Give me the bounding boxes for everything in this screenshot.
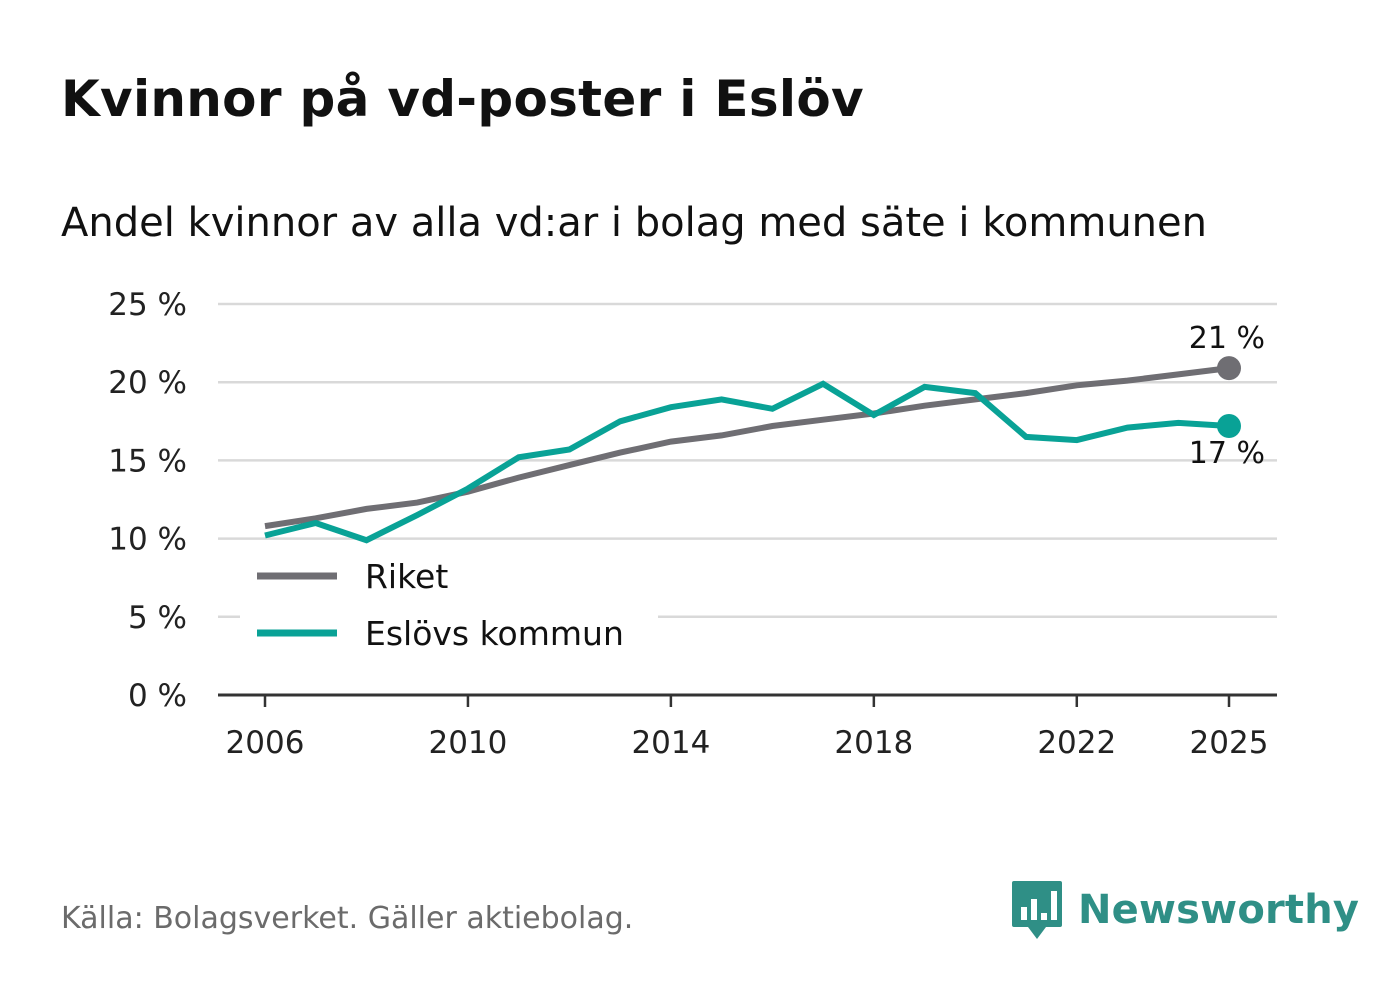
legend-label-2: Eslövs kommun: [365, 614, 624, 653]
x-tick-label-2025: 2025: [1190, 725, 1269, 761]
y-tick-label-0: 0 %: [128, 678, 187, 714]
brand-logo: Newsworthy: [1010, 878, 1359, 942]
series-line-2: [264, 380, 1230, 544]
y-tick-label-20: 20 %: [108, 365, 187, 401]
source-note: Källa: Bolagsverket. Gäller aktiebolag.: [61, 901, 634, 936]
x-tick-label-2018: 2018: [834, 725, 913, 761]
x-tick-label-2010: 2010: [428, 725, 507, 761]
x-tick-label-2014: 2014: [631, 725, 710, 761]
series-end-point-1: [1217, 356, 1241, 381]
chart-subtitle: Andel kvinnor av alla vd:ar i bolag med …: [61, 200, 1207, 246]
newsworthy-logo-icon: [1012, 881, 1062, 939]
y-tick-label-15: 15 %: [108, 443, 187, 479]
legend-background: [240, 548, 658, 666]
series-end-point-2: [1217, 413, 1241, 438]
legend-label-1: Riket: [365, 557, 448, 596]
y-tick-label-25: 25 %: [108, 287, 187, 323]
page-title: Kvinnor på vd-poster i Eslöv: [61, 70, 864, 128]
x-tick-label-2022: 2022: [1037, 725, 1116, 761]
y-tick-label-10: 10 %: [108, 522, 187, 558]
series-line-1: [264, 365, 1230, 530]
brand-name: Newsworthy: [1078, 887, 1360, 933]
end-labels: 21 % 17 %: [1189, 321, 1265, 471]
legend: Riket Eslövs kommun: [240, 548, 658, 666]
y-axis-ticks: 0 % 5 % 10 % 15 % 20 % 25 %: [108, 287, 187, 714]
line-chart: 0 %5 %10 %15 %20 %25 % 2006 2010 2014 2018 2…: [108, 287, 1277, 761]
y-tick-label-5: 5 %: [128, 600, 187, 636]
end-value-label-1: 21 %: [1189, 321, 1265, 356]
series-lines: [264, 356, 1241, 544]
x-tick-label-2006: 2006: [226, 725, 305, 761]
x-axis: 2006 2010 2014 2018 2022 2025: [218, 693, 1277, 761]
end-value-label-2: 17 %: [1189, 436, 1265, 471]
